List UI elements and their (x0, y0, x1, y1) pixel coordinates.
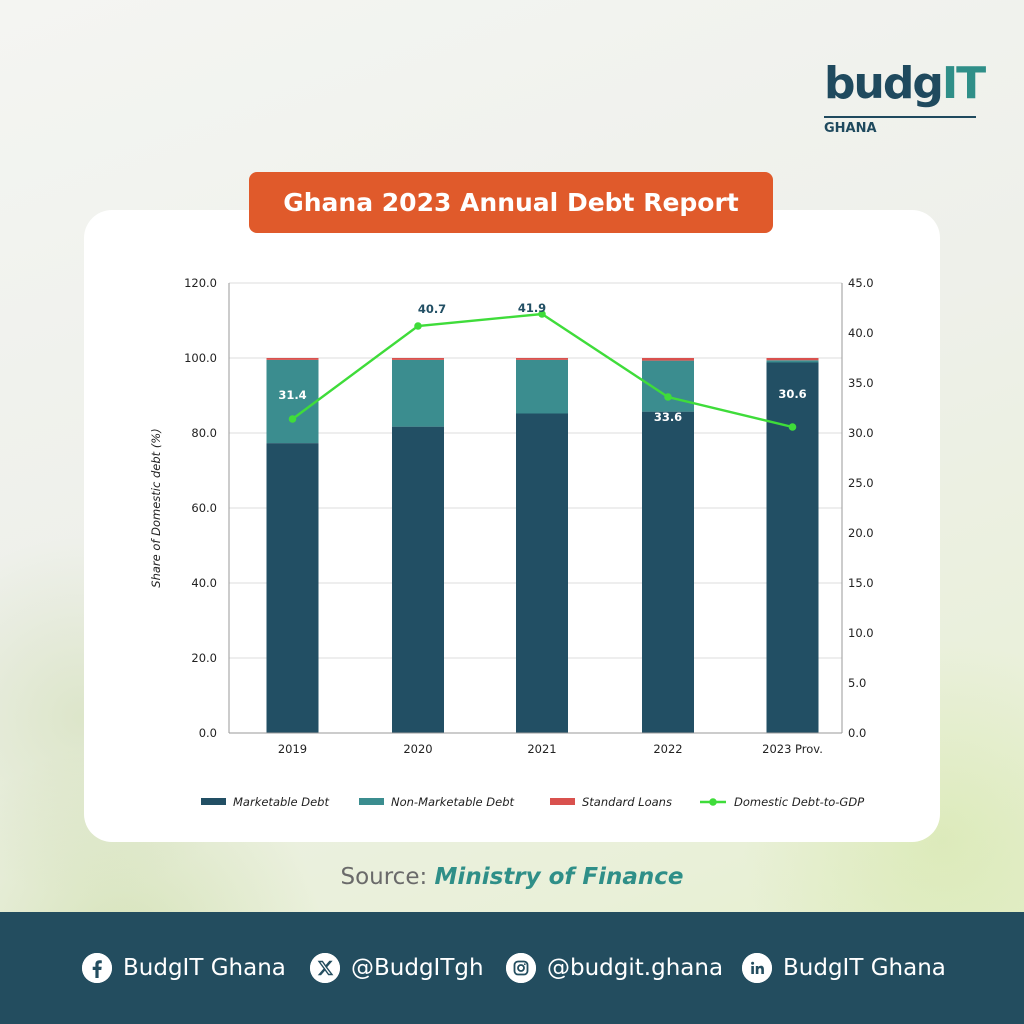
line-data-label: 33.6 (654, 410, 682, 424)
bar-marketable (516, 413, 568, 733)
bar-marketable (642, 411, 694, 733)
facebook-icon (82, 953, 112, 983)
line-point (288, 415, 297, 423)
social-facebook[interactable]: BudgIT Ghana (82, 953, 286, 983)
legend-swatch-point (709, 798, 717, 806)
social-x-text: @BudgITgh (351, 955, 484, 981)
bar-non-marketable (266, 359, 319, 444)
y2-tick-label: 20.0 (848, 526, 874, 540)
line-point (664, 393, 672, 401)
y2-tick-label: 40.0 (848, 326, 874, 340)
y2-tick-label: 15.0 (848, 576, 874, 590)
bar-standard-loans (516, 358, 568, 360)
legend-label: Domestic Debt-to-GDP (734, 795, 864, 809)
line-point (788, 423, 797, 431)
bar-non-marketable (392, 359, 444, 427)
x-tick-label: 2022 (653, 742, 682, 756)
line-point (414, 322, 422, 330)
social-linkedin[interactable]: BudgIT Ghana (742, 953, 946, 983)
legend-label: Marketable Debt (233, 795, 329, 809)
bar-standard-loans (266, 358, 319, 360)
social-instagram[interactable]: @budgit.ghana (506, 953, 723, 983)
legend-label: Standard Loans (582, 795, 672, 809)
legend-swatch (550, 798, 575, 805)
bar-marketable (266, 443, 319, 733)
logo-subtitle: GHANA (824, 121, 877, 136)
footer-bar: BudgIT Ghana @BudgITgh @budgit.ghana Bud… (0, 912, 1024, 1024)
y-tick-label: 0.0 (199, 726, 217, 740)
legend-swatch (201, 798, 226, 805)
y2-tick-label: 0.0 (848, 726, 866, 740)
line-data-label: 41.9 (518, 301, 546, 315)
y2-tick-label: 30.0 (848, 426, 874, 440)
linkedin-icon (742, 953, 772, 983)
bar-standard-loans (642, 358, 694, 361)
x-icon (310, 953, 340, 983)
logo-divider (824, 116, 976, 118)
bar-standard-loans (766, 358, 819, 361)
social-x[interactable]: @BudgITgh (310, 953, 484, 983)
source-label: Source: (340, 864, 428, 890)
y-tick-label: 40.0 (191, 576, 217, 590)
y-tick-label: 100.0 (184, 351, 217, 365)
line-data-label: 30.6 (778, 387, 806, 401)
bar-standard-loans (392, 358, 444, 360)
social-instagram-text: @budgit.ghana (547, 955, 724, 981)
legend-swatch (359, 798, 384, 805)
logo-wordmark: budgIT (824, 58, 986, 109)
y2-tick-label: 45.0 (848, 276, 874, 290)
social-facebook-text: BudgIT Ghana (123, 955, 286, 981)
y-tick-label: 80.0 (191, 426, 217, 440)
line-point (538, 310, 546, 318)
report-title: Ghana 2023 Annual Debt Report (249, 172, 773, 233)
instagram-icon (506, 953, 536, 983)
y2-tick-label: 10.0 (848, 626, 874, 640)
x-tick-label: 2021 (527, 742, 556, 756)
social-linkedin-text: BudgIT Ghana (783, 955, 946, 981)
y-tick-label: 120.0 (184, 276, 217, 290)
line-data-label: 31.4 (278, 388, 306, 402)
source-name: Ministry of Finance (434, 864, 684, 890)
line-data-label: 40.7 (418, 302, 446, 316)
bar-marketable (392, 426, 444, 733)
x-tick-label: 2019 (278, 742, 307, 756)
source-line: Source: Ministry of Finance (0, 864, 1024, 890)
x-tick-label: 2023 Prov. (762, 742, 823, 756)
bar-marketable (766, 362, 819, 733)
y2-tick-label: 5.0 (848, 676, 866, 690)
x-tick-label: 2020 (403, 742, 432, 756)
y-tick-label: 20.0 (191, 651, 217, 665)
legend-label: Non-Marketable Debt (391, 795, 515, 809)
y-axis-label: Share of Domestic debt (%) (149, 428, 163, 587)
budgit-logo: budgIT GHANA (824, 58, 986, 136)
bar-non-marketable (516, 359, 568, 414)
bar-non-marketable (766, 360, 819, 363)
y2-tick-label: 25.0 (848, 476, 874, 490)
y-tick-label: 60.0 (191, 501, 217, 515)
y2-tick-label: 35.0 (848, 376, 874, 390)
